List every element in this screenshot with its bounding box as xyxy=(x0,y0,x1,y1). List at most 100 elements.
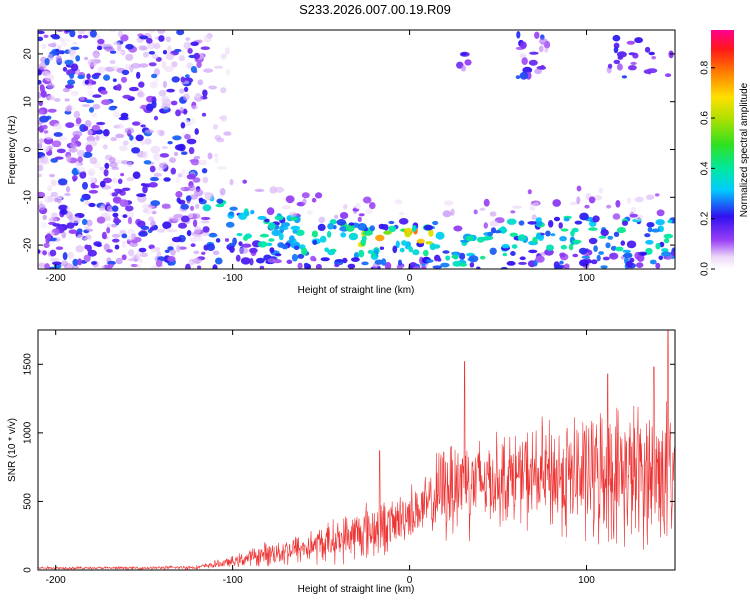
heatmap-cell xyxy=(536,233,542,240)
heatmap-cell xyxy=(293,245,300,251)
heatmap-cell xyxy=(220,114,228,122)
heatmap-ytick-label: 20 xyxy=(23,48,34,60)
heatmap-cell xyxy=(86,228,94,232)
heatmap-cell xyxy=(281,244,289,250)
heatmap-cell xyxy=(593,245,598,253)
heatmap-cell xyxy=(84,79,90,85)
heatmap-cell xyxy=(138,81,145,88)
heatmap-cell xyxy=(194,226,202,234)
heatmap-cell xyxy=(38,92,42,99)
heatmap-cell xyxy=(207,152,213,160)
heatmap-cell xyxy=(88,202,96,208)
heatmap-cell xyxy=(38,79,42,85)
heatmap-cell xyxy=(140,139,146,146)
snr-xlabel: Height of straight line (km) xyxy=(298,584,415,595)
heatmap-cell xyxy=(254,188,265,192)
heatmap-cell xyxy=(109,30,117,33)
heatmap-cell xyxy=(48,217,58,223)
heatmap-cell xyxy=(166,88,175,93)
heatmap-cell xyxy=(405,227,412,232)
heatmap-cell xyxy=(388,225,397,232)
heatmap-cell xyxy=(201,168,208,174)
heatmap-cell xyxy=(236,232,243,237)
heatmap-cell xyxy=(129,64,134,73)
heatmap-cell xyxy=(127,228,135,235)
heatmap-cell xyxy=(150,220,156,227)
heatmap-cell xyxy=(82,35,89,39)
heatmap-cell xyxy=(392,245,398,254)
heatmap-cell xyxy=(142,185,148,194)
heatmap-cell xyxy=(208,233,218,238)
heatmap-cell xyxy=(82,125,89,132)
heatmap-cell xyxy=(112,178,118,184)
heatmap-cell xyxy=(161,146,169,149)
heatmap-cell xyxy=(71,216,81,224)
heatmap-cell xyxy=(164,65,174,73)
heatmap-cell xyxy=(100,90,108,95)
heatmap-cell xyxy=(598,251,604,255)
heatmap-cell xyxy=(489,247,497,255)
heatmap-cell xyxy=(628,65,637,71)
heatmap-cell xyxy=(183,86,189,92)
heatmap-cell xyxy=(479,207,486,211)
heatmap-cell xyxy=(38,142,43,149)
heatmap-cell xyxy=(151,100,157,109)
heatmap-cell xyxy=(96,243,102,248)
heatmap-cell xyxy=(399,247,405,253)
heatmap-cell xyxy=(132,121,141,126)
heatmap-cell xyxy=(112,196,122,204)
heatmap-cell xyxy=(167,246,174,251)
heatmap-cell xyxy=(180,186,185,191)
colorbar-tick-label: 0.4 xyxy=(700,161,711,175)
heatmap-cell xyxy=(510,210,516,214)
heatmap-cell xyxy=(162,50,168,55)
heatmap-cell xyxy=(50,191,58,197)
heatmap-cell xyxy=(68,147,78,153)
heatmap-cell xyxy=(148,216,155,222)
heatmap-cell xyxy=(600,265,608,269)
heatmap-cell xyxy=(579,212,589,221)
heatmap-cell xyxy=(560,228,569,232)
heatmap-cell xyxy=(38,203,46,211)
heatmap-cell xyxy=(90,182,96,189)
heatmap-cell xyxy=(138,247,147,253)
heatmap-cell xyxy=(500,266,508,269)
heatmap-cell xyxy=(343,204,348,210)
heatmap-cell xyxy=(180,122,186,129)
heatmap-cell xyxy=(396,264,403,269)
heatmap-cell xyxy=(95,135,100,141)
heatmap-cell xyxy=(99,166,105,171)
heatmap-cell xyxy=(598,187,604,194)
heatmap-cell xyxy=(39,115,49,123)
heatmap-cell xyxy=(66,211,73,220)
heatmap-cell xyxy=(185,74,190,78)
heatmap-cell xyxy=(103,243,110,251)
heatmap-cell xyxy=(501,244,510,249)
heatmap-cell xyxy=(38,30,45,35)
heatmap-cell xyxy=(128,258,137,262)
heatmap-cell xyxy=(571,227,579,233)
heatmap-cell xyxy=(49,97,55,101)
heatmap-cell xyxy=(203,68,214,73)
heatmap-cell xyxy=(527,221,537,225)
heatmap-cell xyxy=(274,215,284,221)
heatmap-cell xyxy=(72,258,79,267)
heatmap-cell xyxy=(553,216,561,222)
heatmap-cell xyxy=(51,35,61,40)
heatmap-ytick-label: 10 xyxy=(23,96,34,108)
heatmap-cell xyxy=(62,66,68,72)
heatmap-cell xyxy=(72,41,78,45)
heatmap-cell xyxy=(588,227,598,231)
heatmap-cell xyxy=(627,197,632,205)
heatmap-cell xyxy=(46,233,52,240)
heatmap-cell xyxy=(91,112,98,118)
heatmap-cell xyxy=(550,233,556,237)
heatmap-cell xyxy=(86,83,93,90)
heatmap-cell xyxy=(212,124,219,130)
heatmap-cell xyxy=(626,40,635,45)
heatmap-cell xyxy=(41,43,47,49)
heatmap-cell xyxy=(136,193,147,198)
heatmap-xlabel: Height of straight line (km) xyxy=(298,285,415,296)
heatmap-cell xyxy=(193,52,200,60)
heatmap-cell xyxy=(102,129,110,137)
